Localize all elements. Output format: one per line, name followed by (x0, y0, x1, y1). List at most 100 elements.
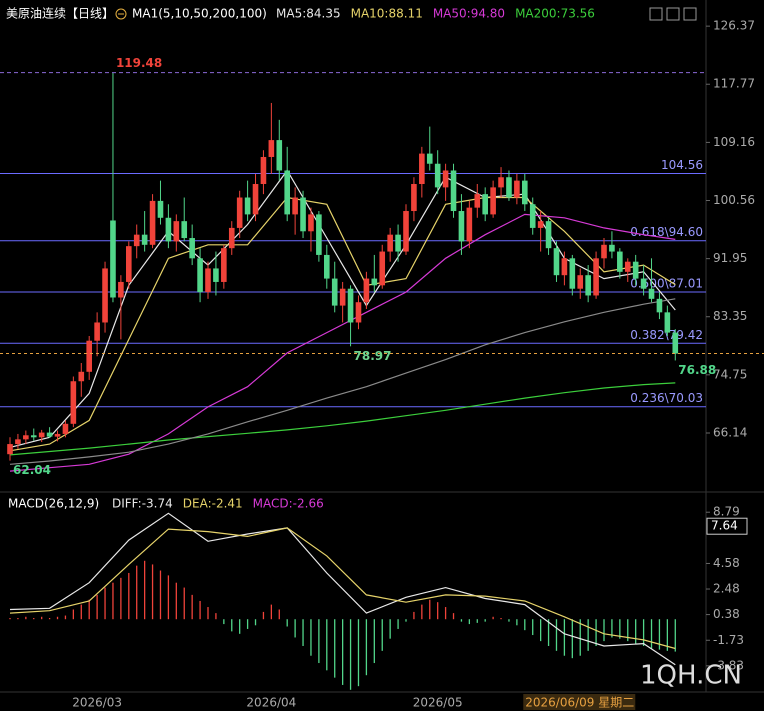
candle-body (181, 221, 188, 239)
candle-body (15, 439, 21, 445)
collapse-icon[interactable] (115, 8, 127, 20)
candle-body (601, 244, 607, 259)
candle-body (228, 227, 235, 249)
candle-body (102, 268, 108, 323)
level-label: 0.618\94.60 (630, 225, 703, 239)
x-tick-label: 2026/03 (72, 696, 122, 710)
axis-marker-box (706, 517, 748, 535)
candle-body (46, 432, 53, 437)
candle-body (38, 432, 45, 438)
candle-body (664, 312, 671, 333)
legend-entry: MA200:73.56 (515, 7, 595, 21)
legend-entry: MA50:94.80 (433, 7, 505, 21)
x-tick-label: 2026/06/09 星期二 (525, 696, 634, 710)
candle-body (7, 444, 13, 455)
candle-body (276, 140, 283, 171)
settings-icon[interactable] (649, 7, 663, 21)
y-tick-label: 0.38 (713, 607, 740, 621)
candle-body (617, 251, 623, 272)
y-tick-label: 8.79 (713, 505, 740, 519)
axis-marker-label: 7.64 (711, 519, 738, 533)
candle-body (133, 234, 140, 247)
level-label: 0.236\70.03 (630, 391, 703, 405)
close-icon[interactable] (683, 7, 697, 21)
y-tick-label: 66.14 (713, 425, 747, 439)
candle-body (118, 281, 124, 298)
line-series (9, 213, 676, 472)
annotation: 76.88 (678, 363, 716, 377)
candle-body (316, 214, 322, 255)
period-label[interactable]: 【日线】 (66, 7, 114, 21)
candle-body (54, 433, 61, 437)
candle-body (632, 261, 639, 279)
candle-body (23, 435, 29, 440)
candle-body (268, 140, 275, 157)
y-tick-label: 109.16 (713, 135, 755, 149)
candle-body (506, 177, 512, 198)
candle-body (339, 288, 346, 306)
candle-body (577, 275, 584, 289)
candle-body (403, 211, 409, 252)
candle-body (324, 254, 330, 279)
candle-body (205, 268, 211, 293)
line-series (9, 196, 676, 452)
line-series (9, 382, 676, 456)
candle-body (450, 170, 457, 212)
candle-body (78, 371, 85, 382)
x-tick-label: 2026/04 (246, 696, 296, 710)
candle-body (490, 187, 496, 215)
candle-body (561, 258, 568, 276)
line-series (9, 512, 676, 666)
y-tick-label: -1.73 (713, 633, 744, 647)
level-label: 0.382\79.42 (630, 328, 703, 342)
y-tick-label: 117.77 (713, 77, 755, 91)
candle-body (569, 258, 576, 289)
candle-body (553, 248, 560, 276)
candle-body (442, 170, 449, 188)
candle-body (308, 214, 314, 232)
level-label: 104.56 (661, 158, 703, 172)
candle-body (244, 197, 251, 215)
candle-body (434, 163, 441, 188)
add-icon[interactable] (666, 7, 680, 21)
ma-params: MA1(5,10,50,200,100) (132, 7, 267, 21)
candle-body (593, 258, 599, 296)
candle-body (609, 244, 615, 252)
legend-entry: DEA:-2.41 (183, 497, 243, 511)
level-label: 0.500\87.01 (630, 277, 703, 291)
candle-body (62, 423, 69, 434)
candle-body (157, 200, 164, 218)
candle-body (395, 234, 401, 252)
line-series (9, 298, 676, 465)
annotation: 119.48 (116, 56, 162, 70)
y-tick-label: 4.58 (713, 556, 740, 570)
legend-entry: MACD:-2.66 (253, 497, 324, 511)
candle-body (331, 278, 338, 306)
instrument-title: 美原油连续 (6, 6, 66, 21)
candle-body (110, 220, 116, 298)
candle-body (260, 156, 267, 185)
candle-body (141, 234, 148, 245)
candle-body (213, 268, 219, 282)
date-highlight (523, 694, 636, 710)
candle-body (189, 238, 195, 259)
candle-body (126, 246, 132, 282)
watermark: 1QH.CN (640, 661, 742, 691)
candle-body (537, 221, 544, 228)
candle-body (387, 234, 393, 252)
toolbar-icons (649, 7, 697, 21)
y-tick-label: 126.37 (713, 19, 755, 33)
candle-body (426, 153, 433, 164)
candle-body (529, 204, 536, 228)
candle-body (458, 211, 465, 242)
y-tick-label: -3.83 (713, 658, 744, 672)
candle-body (379, 251, 386, 286)
legend-entry: MA5:84.35 (276, 7, 341, 21)
candle-body (252, 184, 259, 215)
annotation: 78.97 (354, 349, 392, 363)
candle-body (149, 200, 156, 245)
candle-body (514, 180, 520, 198)
candle-body (545, 221, 552, 249)
